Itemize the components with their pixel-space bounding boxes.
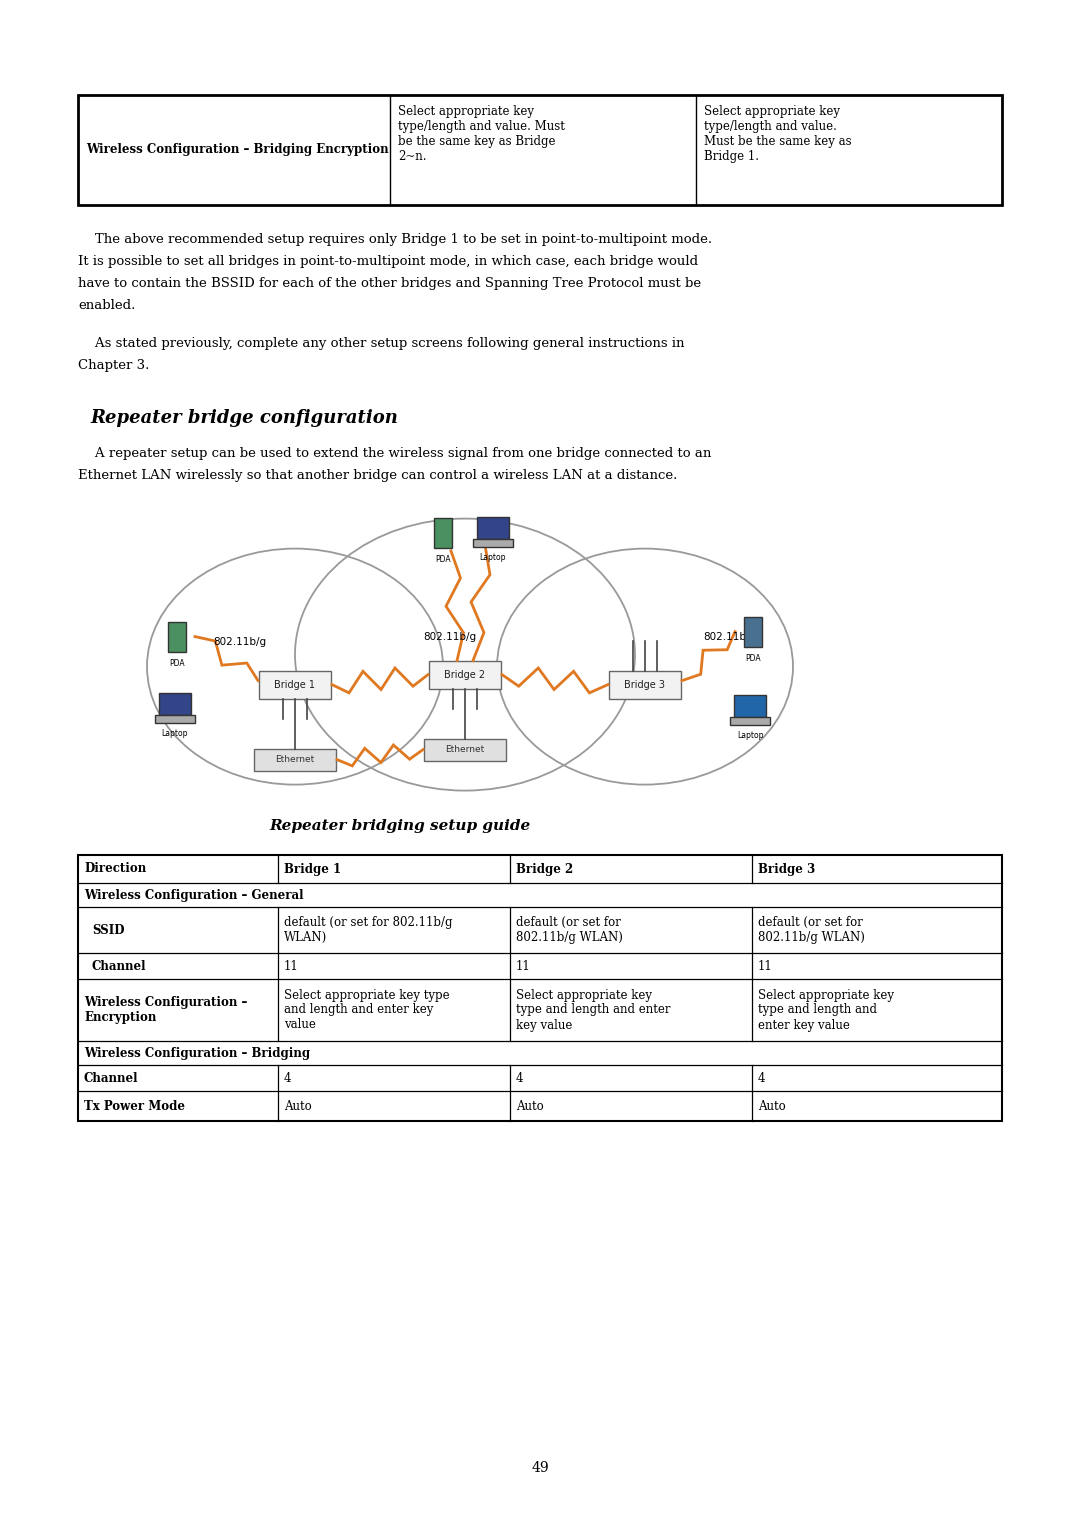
Text: PDA: PDA	[170, 659, 185, 668]
Bar	[254, 749, 336, 770]
Text: 4: 4	[516, 1071, 524, 1085]
Text: SSID: SSID	[92, 923, 124, 937]
Text: Channel: Channel	[92, 960, 147, 972]
Text: Repeater bridging setup guide: Repeater bridging setup guide	[269, 819, 530, 833]
Text: default (or set for 802.11b/g
WLAN): default (or set for 802.11b/g WLAN)	[284, 915, 453, 944]
Text: have to contain the BSSID for each of the other bridges and Spanning Tree Protoc: have to contain the BSSID for each of th…	[78, 277, 701, 290]
Text: Select appropriate key type
and length and enter key
value: Select appropriate key type and length a…	[284, 989, 449, 1031]
Bar	[477, 516, 509, 539]
Bar	[730, 717, 770, 724]
Bar	[159, 692, 191, 715]
Text: Wireless Configuration – General: Wireless Configuration – General	[84, 888, 303, 902]
Bar	[168, 622, 186, 651]
Bar	[744, 617, 762, 646]
Text: Ethernet: Ethernet	[445, 746, 485, 755]
Text: Direction: Direction	[84, 862, 146, 876]
Bar	[78, 95, 1002, 205]
Text: default (or set for
802.11b/g WLAN): default (or set for 802.11b/g WLAN)	[516, 915, 623, 944]
Text: 11: 11	[284, 960, 299, 972]
Text: PDA: PDA	[435, 555, 450, 564]
Bar	[473, 539, 513, 547]
Text: Bridge 2: Bridge 2	[516, 862, 573, 876]
Text: Laptop: Laptop	[737, 730, 764, 740]
Text: Ethernet: Ethernet	[275, 755, 314, 764]
Text: Select appropriate key
type/length and value.
Must be the same key as
Bridge 1.: Select appropriate key type/length and v…	[704, 105, 852, 163]
Text: Channel: Channel	[84, 1071, 138, 1085]
Text: PDA: PDA	[745, 654, 760, 663]
Text: Wireless Configuration – Bridging: Wireless Configuration – Bridging	[84, 1047, 310, 1059]
Bar	[429, 660, 501, 689]
Text: 4: 4	[284, 1071, 292, 1085]
Text: The above recommended setup requires only Bridge 1 to be set in point-to-multipo: The above recommended setup requires onl…	[78, 232, 712, 246]
Text: Select appropriate key
type and length and enter
key value: Select appropriate key type and length a…	[516, 989, 671, 1031]
Text: Select appropriate key
type/length and value. Must
be the same key as Bridge
2~n: Select appropriate key type/length and v…	[399, 105, 565, 163]
Text: Laptop: Laptop	[162, 729, 188, 738]
Text: 11: 11	[516, 960, 530, 972]
Text: Auto: Auto	[284, 1100, 312, 1112]
Text: Auto: Auto	[758, 1100, 786, 1112]
Text: Ethernet LAN wirelessly so that another bridge can control a wireless LAN at a d: Ethernet LAN wirelessly so that another …	[78, 469, 677, 481]
Bar	[424, 738, 507, 761]
Text: As stated previously, complete any other setup screens following general instruc: As stated previously, complete any other…	[78, 338, 685, 350]
Bar	[259, 671, 330, 698]
Text: 11: 11	[758, 960, 773, 972]
Text: Auto: Auto	[516, 1100, 543, 1112]
Text: Chapter 3.: Chapter 3.	[78, 359, 149, 371]
Bar	[734, 695, 766, 717]
Bar	[434, 518, 453, 549]
Text: 4: 4	[758, 1071, 766, 1085]
Text: Bridge 3: Bridge 3	[624, 680, 665, 689]
Text: 802.11b/g: 802.11b/g	[214, 637, 267, 646]
Text: Repeater bridge configuration: Repeater bridge configuration	[90, 410, 397, 426]
Text: 49: 49	[531, 1461, 549, 1475]
Text: Wireless Configuration –
Encryption: Wireless Configuration – Encryption	[84, 996, 247, 1024]
Text: Wireless Configuration – Bridging Encryption: Wireless Configuration – Bridging Encryp…	[86, 144, 389, 156]
Text: enabled.: enabled.	[78, 299, 135, 312]
Text: Laptop: Laptop	[480, 553, 507, 562]
Text: Bridge 1: Bridge 1	[284, 862, 341, 876]
Bar	[156, 715, 195, 723]
Text: 802.11b/g: 802.11b/g	[423, 631, 476, 642]
Bar	[609, 671, 681, 698]
Text: default (or set for
802.11b/g WLAN): default (or set for 802.11b/g WLAN)	[758, 915, 865, 944]
Text: It is possible to set all bridges in point-to-multipoint mode, in which case, ea: It is possible to set all bridges in poi…	[78, 255, 698, 267]
Text: Bridge 1: Bridge 1	[274, 680, 315, 689]
Text: Select appropriate key
type and length and
enter key value: Select appropriate key type and length a…	[758, 989, 894, 1031]
Text: A repeater setup can be used to extend the wireless signal from one bridge conne: A repeater setup can be used to extend t…	[78, 448, 712, 460]
Text: Tx Power Mode: Tx Power Mode	[84, 1100, 185, 1112]
Bar	[78, 856, 1002, 1122]
Text: 802.11b/g: 802.11b/g	[703, 631, 756, 642]
Text: Bridge 3: Bridge 3	[758, 862, 815, 876]
Text: Bridge 2: Bridge 2	[445, 669, 486, 680]
